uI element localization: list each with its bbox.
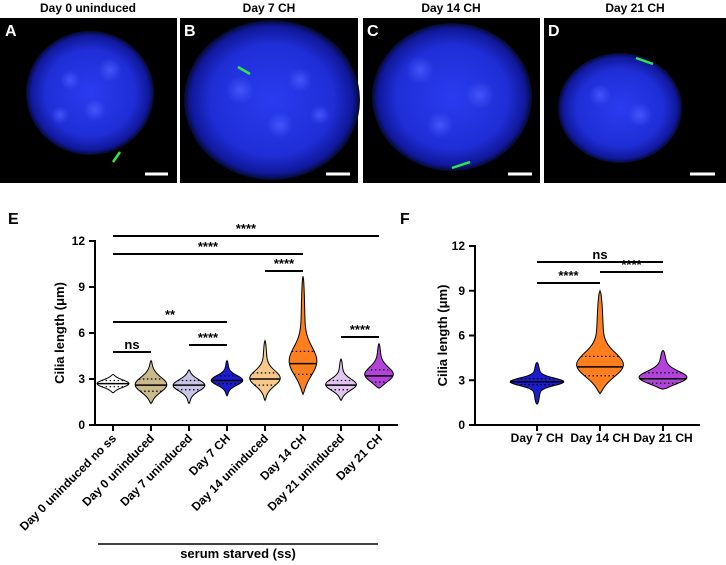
panel-letter: E xyxy=(8,211,19,228)
x-tick-label: Day 7 uninduced xyxy=(117,431,195,509)
panel-letter: B xyxy=(184,23,196,40)
y-tick-label: 9 xyxy=(458,284,465,298)
image-title: Day 21 CH xyxy=(605,1,664,15)
image-title: Day 0 uninduced xyxy=(40,1,136,15)
y-tick-label: 6 xyxy=(458,329,465,343)
x-tick-label: Day 21 CH xyxy=(633,431,692,445)
violin xyxy=(638,349,688,390)
y-tick-label: 3 xyxy=(78,372,85,386)
violin xyxy=(364,342,394,389)
violin xyxy=(172,369,206,405)
y-tick-label: 0 xyxy=(78,418,85,432)
y-axis-label: Cilia length (μm) xyxy=(52,282,67,384)
significance-label: **** xyxy=(350,322,371,337)
y-tick-label: 3 xyxy=(458,373,465,387)
x-tick-label: Day 7 CH xyxy=(511,431,564,445)
group-label: serum starved (ss) xyxy=(180,546,296,561)
image-panel: Day 0 uninduced A xyxy=(0,1,177,183)
significance-label: **** xyxy=(621,257,642,272)
violin xyxy=(509,361,565,405)
image-panel: Day 21 CH D xyxy=(544,1,726,183)
violin xyxy=(249,339,281,402)
violin xyxy=(288,276,318,396)
violin xyxy=(134,359,168,405)
violin xyxy=(576,289,624,395)
panel-letter: D xyxy=(548,23,560,40)
y-tick-label: 12 xyxy=(452,239,466,253)
y-tick-label: 0 xyxy=(458,418,465,432)
violin xyxy=(210,359,244,397)
y-tick-label: 12 xyxy=(72,234,86,248)
significance-label: ** xyxy=(165,307,176,322)
image-title: Day 7 CH xyxy=(243,1,296,15)
significance-label: ns xyxy=(124,337,139,352)
panel-letter: A xyxy=(5,23,17,40)
y-axis-label: Cilia length (μm) xyxy=(435,285,450,387)
violin xyxy=(325,357,357,402)
significance-label: **** xyxy=(236,221,257,236)
x-tick-label: Day 14 CH xyxy=(570,431,629,445)
panel-letter: F xyxy=(400,211,410,228)
significance-label: **** xyxy=(198,239,219,254)
y-tick-label: 9 xyxy=(78,280,85,294)
significance-label: **** xyxy=(558,268,579,283)
significance-label: **** xyxy=(274,256,295,271)
y-tick-label: 6 xyxy=(78,326,85,340)
panel-letter: C xyxy=(367,23,379,40)
image-title: Day 14 CH xyxy=(421,1,480,15)
image-panel: Day 7 CH B xyxy=(180,1,360,183)
significance-label: ns xyxy=(592,247,607,262)
image-panel: Day 14 CH C xyxy=(363,1,540,183)
significance-label: **** xyxy=(198,330,219,345)
